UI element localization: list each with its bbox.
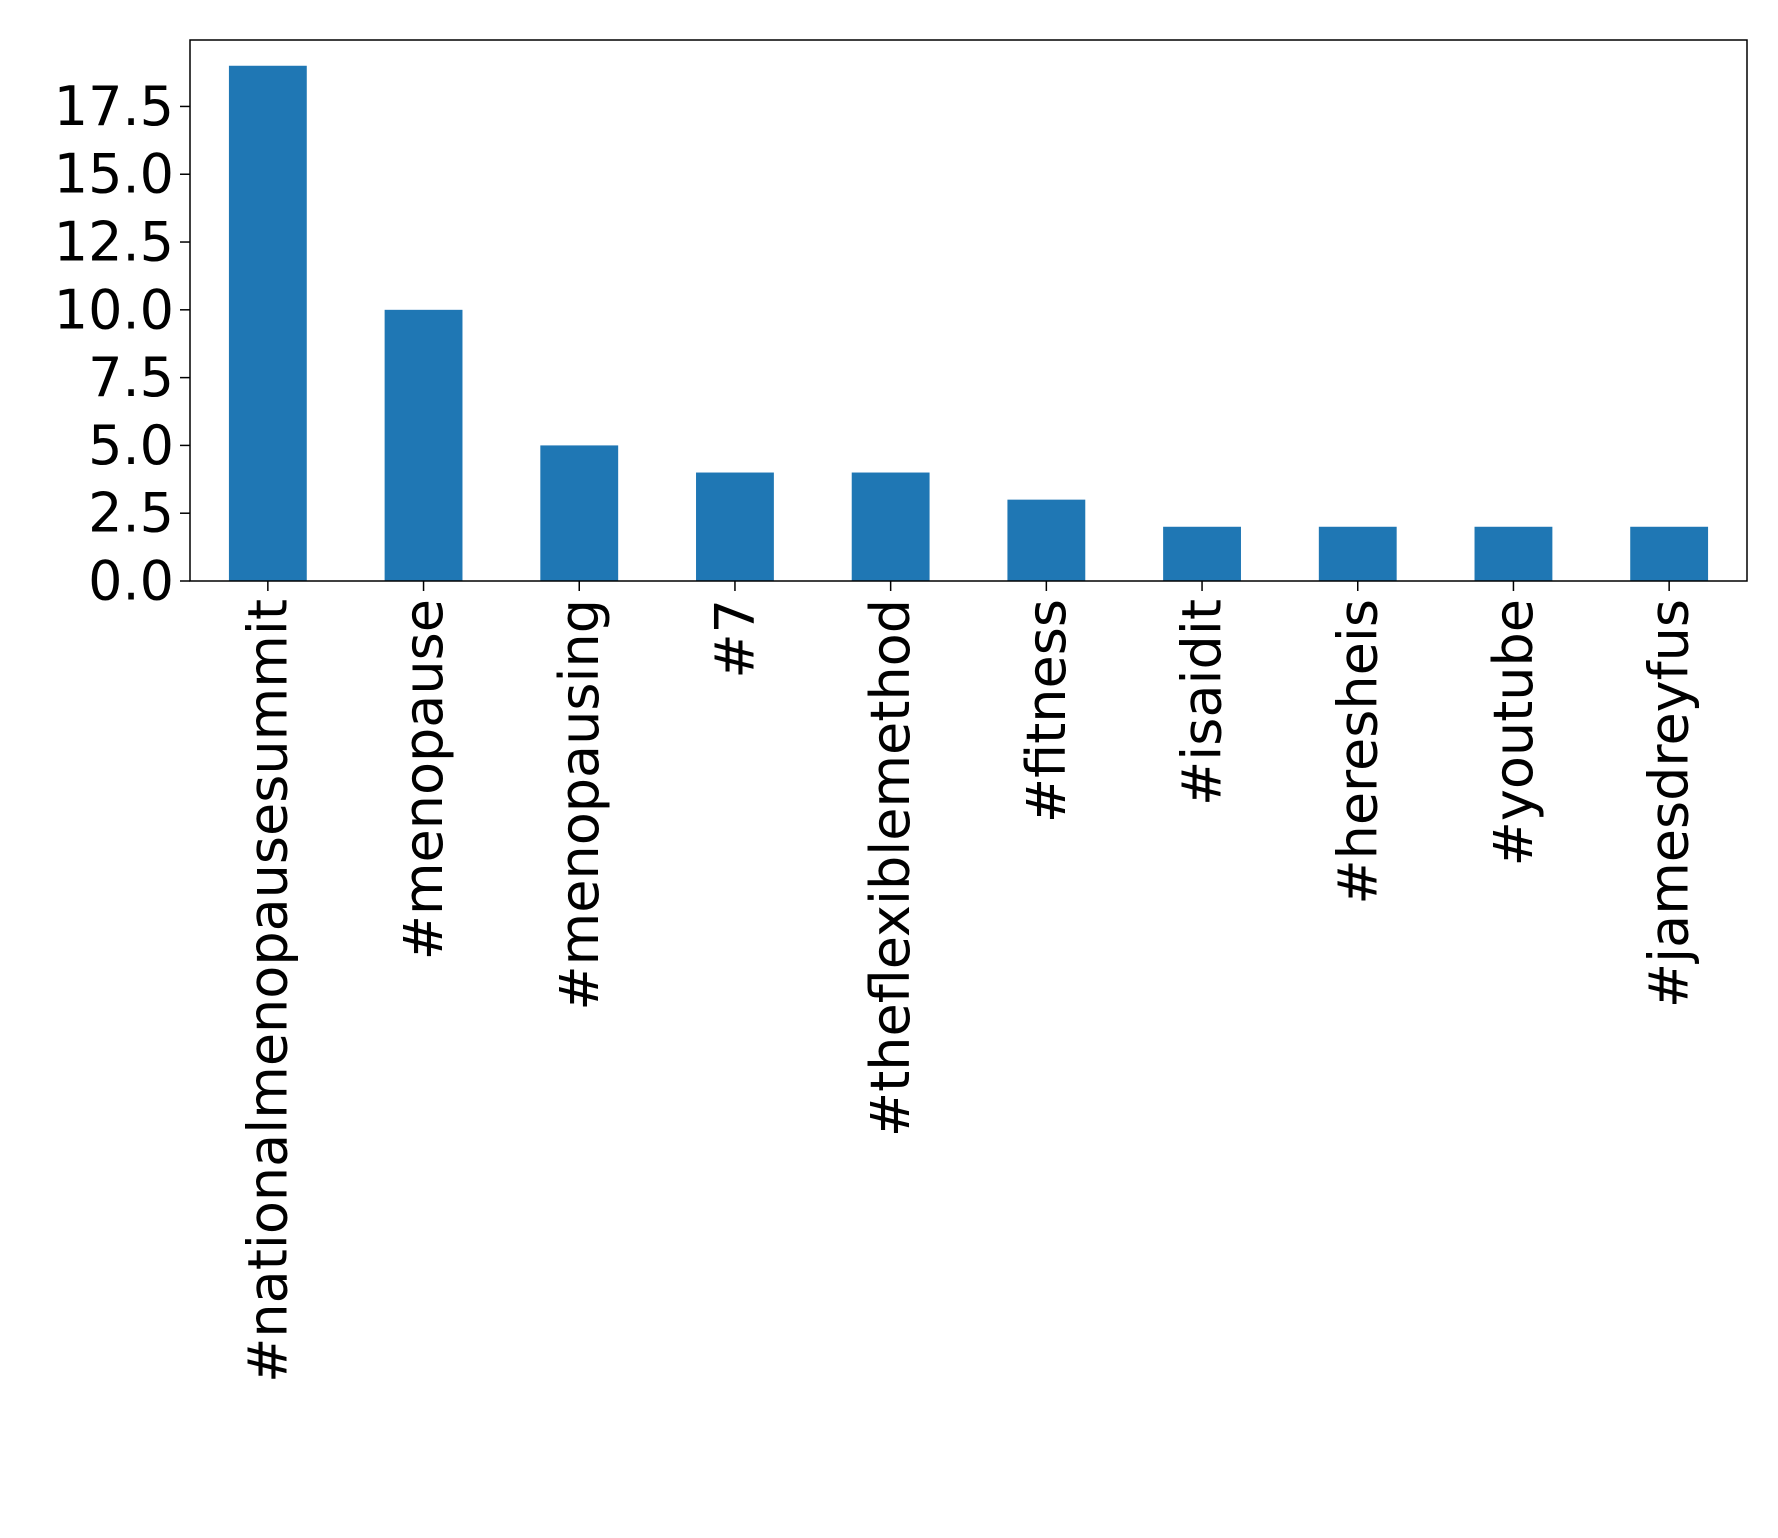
bar-7 xyxy=(1318,526,1397,581)
x-tick-label: #isaidit xyxy=(1171,599,1234,806)
bar-0 xyxy=(228,65,307,581)
bar-6 xyxy=(1163,526,1241,581)
x-axis: #nationalmenopausesummit #menopause #menop… xyxy=(236,581,1701,1383)
bar-9 xyxy=(1630,526,1709,581)
bar-1 xyxy=(384,309,463,581)
plot-area-frame xyxy=(189,39,1748,582)
y-tick-label: 12.5 xyxy=(54,211,174,274)
x-tick-label: #youtube xyxy=(1482,599,1545,866)
x-tick-label: #jamesdreyfus xyxy=(1638,599,1701,1008)
x-tick-label: #fitness xyxy=(1015,599,1078,823)
y-axis: 0.02.55.07.510.012.515.017.5 xyxy=(54,75,190,613)
y-tick-label: 2.5 xyxy=(88,482,174,545)
y-tick-label: 17.5 xyxy=(54,75,174,138)
x-tick-label: #7 xyxy=(703,599,766,679)
bar-8 xyxy=(1474,526,1553,581)
y-tick-label: 5.0 xyxy=(88,414,174,477)
y-tick-label: 10.0 xyxy=(54,278,174,341)
bar-5 xyxy=(1007,499,1086,581)
bar-3 xyxy=(696,472,774,581)
x-tick-label: #theflexiblemethod xyxy=(859,599,922,1137)
x-tick-label: #menopausing xyxy=(548,599,611,1011)
x-tick-label: #menopause xyxy=(392,599,455,960)
y-tick-label: 0.0 xyxy=(88,550,174,613)
bar-4 xyxy=(851,472,930,581)
bar-2 xyxy=(540,445,619,581)
y-tick-label: 7.5 xyxy=(88,346,174,409)
x-tick-label: #heresheis xyxy=(1326,599,1389,905)
bars-layer xyxy=(228,65,1709,581)
x-tick-label: #nationalmenopausesummit xyxy=(236,599,299,1383)
y-tick-label: 15.0 xyxy=(54,143,174,206)
